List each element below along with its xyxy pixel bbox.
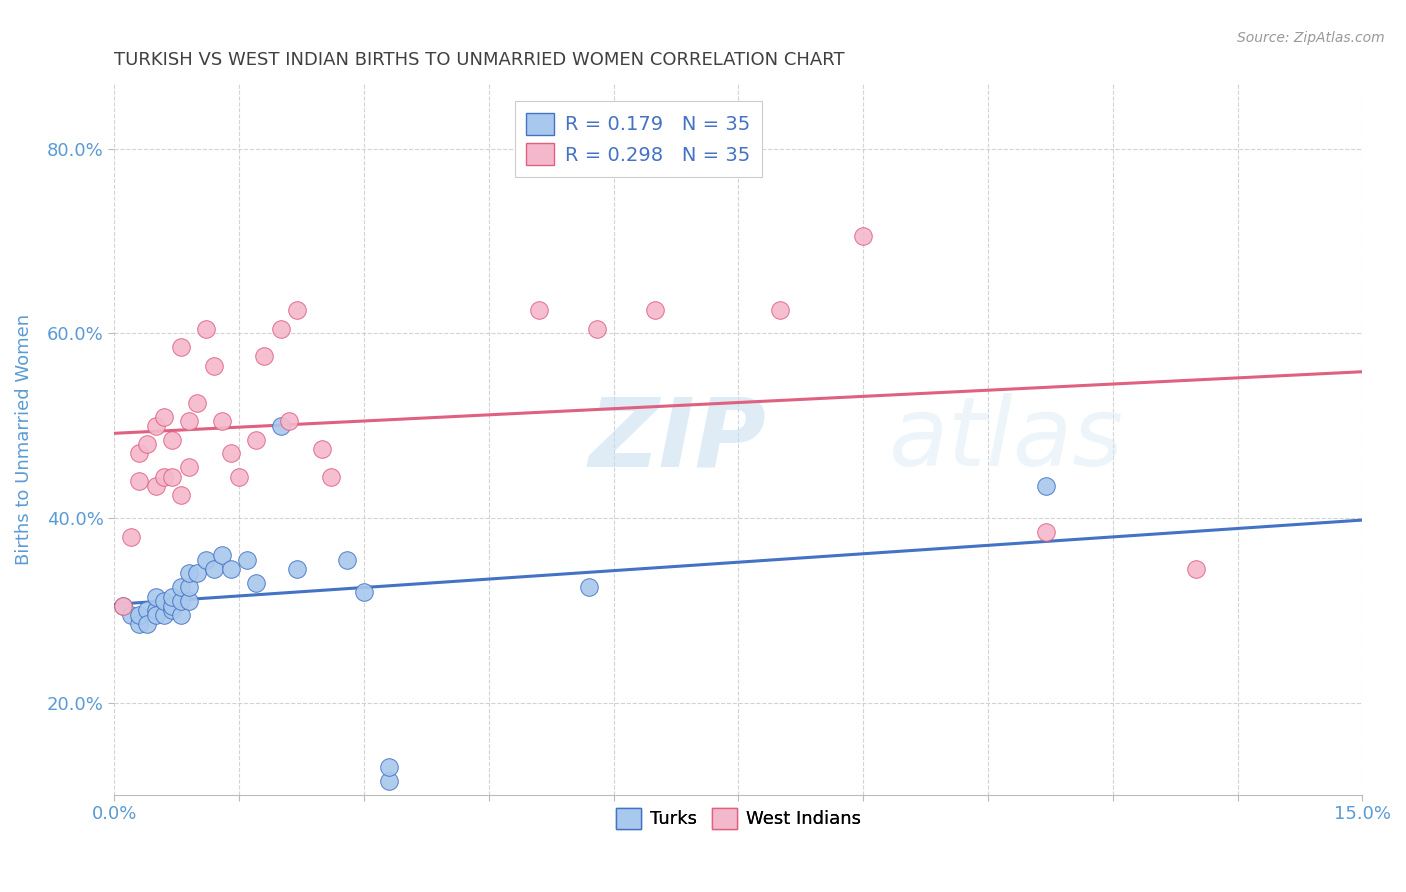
Point: [145, 479, 167, 493]
Point: [177, 414, 200, 428]
Point: [145, 590, 167, 604]
Point: [278, 414, 301, 428]
Point: [177, 460, 200, 475]
Point: [177, 580, 200, 594]
Point: [162, 469, 184, 483]
Point: [285, 562, 308, 576]
Point: [219, 562, 242, 576]
Point: [1035, 524, 1057, 539]
Point: [319, 469, 342, 483]
Point: [153, 594, 176, 608]
Point: [285, 303, 308, 318]
Point: [128, 474, 150, 488]
Point: [111, 599, 134, 613]
Point: [644, 303, 666, 318]
Point: [162, 603, 184, 617]
Text: atlas: atlas: [889, 393, 1123, 486]
Point: [170, 607, 193, 622]
Point: [145, 607, 167, 622]
Point: [236, 552, 259, 566]
Point: [211, 414, 233, 428]
Text: Source: ZipAtlas.com: Source: ZipAtlas.com: [1237, 31, 1385, 45]
Point: [253, 350, 276, 364]
Point: [162, 433, 184, 447]
Point: [120, 607, 142, 622]
Point: [136, 603, 159, 617]
Point: [128, 446, 150, 460]
Point: [578, 580, 600, 594]
Point: [311, 442, 333, 456]
Point: [145, 603, 167, 617]
Point: [162, 590, 184, 604]
Point: [336, 552, 359, 566]
Point: [527, 303, 550, 318]
Point: [194, 552, 217, 566]
Point: [136, 617, 159, 632]
Point: [228, 469, 250, 483]
Point: [1035, 479, 1057, 493]
Point: [1185, 562, 1208, 576]
Point: [153, 607, 176, 622]
Point: [111, 599, 134, 613]
Point: [211, 548, 233, 562]
Y-axis label: Births to Unmarried Women: Births to Unmarried Women: [15, 314, 32, 566]
Legend: Turks, West Indians: Turks, West Indians: [609, 800, 868, 836]
Point: [353, 585, 375, 599]
Point: [170, 488, 193, 502]
Text: ZIP: ZIP: [589, 393, 766, 486]
Point: [177, 594, 200, 608]
Point: [145, 418, 167, 433]
Point: [170, 594, 193, 608]
Point: [170, 340, 193, 354]
Point: [177, 566, 200, 581]
Point: [202, 562, 225, 576]
Point: [194, 322, 217, 336]
Point: [270, 418, 292, 433]
Point: [186, 395, 208, 409]
Point: [202, 359, 225, 373]
Point: [586, 322, 609, 336]
Text: TURKISH VS WEST INDIAN BIRTHS TO UNMARRIED WOMEN CORRELATION CHART: TURKISH VS WEST INDIAN BIRTHS TO UNMARRI…: [114, 51, 845, 69]
Point: [153, 409, 176, 424]
Point: [136, 437, 159, 451]
Point: [270, 322, 292, 336]
Point: [170, 580, 193, 594]
Point: [162, 599, 184, 613]
Point: [120, 530, 142, 544]
Point: [186, 566, 208, 581]
Point: [153, 469, 176, 483]
Point: [245, 575, 267, 590]
Point: [378, 760, 401, 774]
Point: [378, 774, 401, 789]
Point: [245, 433, 267, 447]
Point: [852, 229, 875, 244]
Point: [769, 303, 792, 318]
Point: [128, 607, 150, 622]
Point: [219, 446, 242, 460]
Point: [128, 617, 150, 632]
